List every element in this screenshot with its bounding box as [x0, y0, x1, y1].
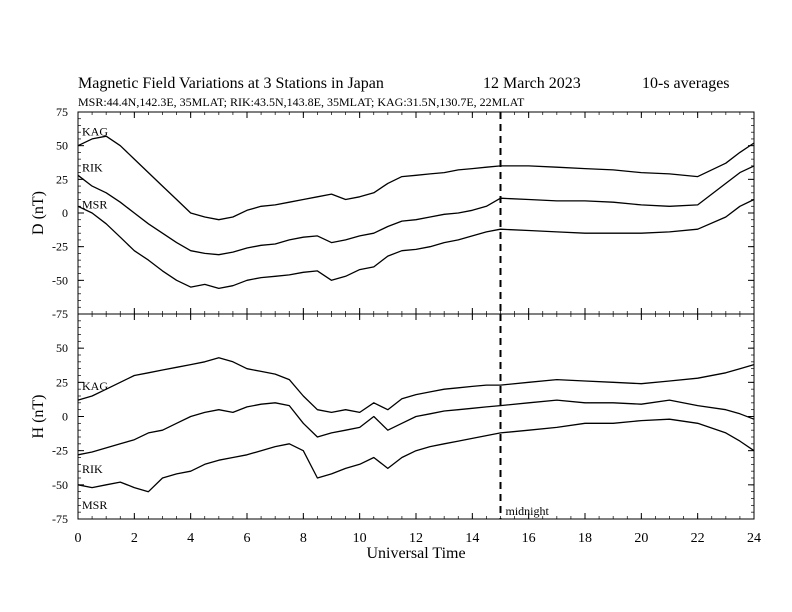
chart-title: Magnetic Field Variations at 3 Stations … — [78, 75, 384, 92]
d-series-label-kag: KAG — [82, 125, 108, 139]
h-x-tick-label: 12 — [409, 531, 423, 546]
h-x-tick-label: 24 — [747, 531, 761, 546]
h-series-label-kag: KAG — [82, 379, 108, 393]
d-series-line-msr — [77, 198, 755, 290]
d-panel-frame — [77, 111, 755, 315]
station-info-line: MSR:44.4N,142.3E, 35MLAT; RIK:43.5N,143.… — [78, 95, 525, 109]
d-y-tick-label: 75 — [56, 105, 68, 119]
h-series-label-rik: RIK — [82, 462, 103, 476]
h-x-tick-label: 0 — [75, 531, 82, 546]
h-y-tick-label: 50 — [56, 341, 68, 355]
h-series-label-msr: MSR — [82, 498, 107, 512]
d-y-tick-label: -25 — [52, 240, 68, 254]
h-x-tick-label: 18 — [578, 531, 592, 546]
h-series-line-rik — [77, 399, 755, 456]
x-axis-label: Universal Time — [366, 545, 465, 562]
d-series-line-rik — [77, 165, 755, 256]
d-y-tick-label: 50 — [56, 139, 68, 153]
h-y-tick-label: -25 — [52, 444, 68, 458]
h-series-line-kag — [77, 357, 755, 414]
h-x-tick-label: 14 — [465, 531, 479, 546]
d-y-tick-label: -75 — [52, 307, 68, 321]
h-x-tick-label: 20 — [634, 531, 648, 546]
h-x-tick-label: 6 — [244, 531, 251, 546]
chart-averaging: 10-s averages — [642, 75, 730, 92]
h-y-tick-label: -50 — [52, 478, 68, 492]
d-y-axis-label: D (nT) — [30, 191, 47, 235]
h-y-axis-label: H (nT) — [30, 395, 47, 439]
h-y-tick-label: 25 — [56, 375, 68, 389]
h-y-tick-label: -75 — [52, 512, 68, 526]
h-x-tick-label: 4 — [187, 531, 194, 546]
d-series-label-rik: RIK — [82, 160, 103, 174]
d-component-panel: 75 50 25 0 -25 -50 -75 D (nT) KAG RIK MSR — [30, 105, 755, 321]
d-y-tick-label: 0 — [62, 206, 68, 220]
h-x-tick-label: 22 — [691, 531, 705, 546]
h-x-tick-label: 8 — [300, 531, 307, 546]
h-x-tick-label: 16 — [522, 531, 536, 546]
h-y-tick-label: 0 — [62, 410, 68, 424]
d-series-line-kag — [77, 135, 755, 221]
h-series-line-msr — [77, 418, 755, 493]
d-series-label-msr: MSR — [82, 197, 107, 211]
d-y-tick-label: -50 — [52, 273, 68, 287]
chart-date: 12 March 2023 — [483, 75, 581, 92]
h-x-tick-label: 10 — [353, 531, 367, 546]
d-y-tick-label: 25 — [56, 172, 68, 186]
h-x-tick-label: 2 — [131, 531, 138, 546]
midnight-annotation: midnight — [506, 504, 550, 518]
